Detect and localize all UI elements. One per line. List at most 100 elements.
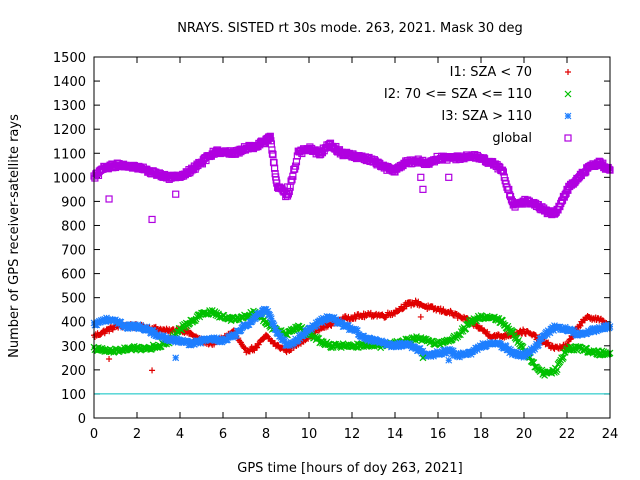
outlier-point [149,367,156,374]
data-point [534,341,542,349]
data-point [271,164,279,172]
series-layer [90,132,614,379]
data-point [395,343,403,351]
y-tick-label: 100 [61,388,86,403]
data-point [184,338,192,346]
chart-title: NRAYS. SISTED rt 30s mode. 263, 2021. Ma… [177,21,523,36]
outlier-point [105,195,113,203]
data-point [272,325,280,333]
data-point [132,324,140,332]
x-tick-label: 16 [430,427,447,442]
data-point [162,333,170,341]
series-2 [90,305,614,361]
data-point [187,341,195,349]
y-tick-label: 400 [61,316,86,331]
data-point [283,192,292,200]
y-tick-label: 1000 [53,171,86,186]
y-tick-label: 1100 [53,147,86,162]
data-point [311,322,319,330]
data-point [285,187,293,196]
data-point [396,340,404,347]
data-point [246,348,253,355]
data-point [302,329,310,337]
legend: I1: SZA < 70 I2: 70 <= SZA <= 110 I3: SZA … [384,65,572,146]
data-point [381,338,389,346]
data-point [341,321,349,328]
legend-marker [565,69,571,75]
data-point [560,326,568,333]
data-point [484,328,491,335]
data-point [544,340,551,347]
data-point [506,191,514,199]
data-point [268,337,275,344]
outlier-point [417,313,424,320]
x-tick-label: 22 [559,427,576,442]
data-point [130,321,138,329]
data-point [270,322,278,329]
data-point [332,316,340,324]
data-point [338,319,346,327]
data-point [353,327,361,334]
data-point [268,146,276,154]
y-tick-label: 600 [61,268,86,283]
data-point [419,347,427,355]
data-point [503,183,511,191]
data-point [255,341,262,348]
y-tick-label: 1400 [53,75,86,90]
data-point [541,331,549,339]
data-point [267,315,275,323]
data-point [467,350,475,358]
legend-marker [564,112,572,120]
y-tick-label: 800 [61,219,86,234]
x-tick-label: 2 [133,427,141,442]
data-point [400,305,407,312]
outlier-point [445,173,453,181]
x-axis-ticks: 0 2 4 6 8 10 12 14 16 18 20 22 24 [90,57,618,442]
legend-marker [564,134,572,142]
data-point [252,314,260,321]
data-point [334,319,342,327]
data-point [567,336,574,343]
data-point [120,323,127,331]
legend-label: I1: SZA < 70 [450,65,532,80]
data-point [407,342,415,350]
legend-marker [564,90,572,98]
data-point [391,341,399,349]
outlier-point [419,185,427,193]
outlier-point [106,356,113,363]
data-point [313,321,321,329]
outlier-point [283,183,292,191]
series-3 [90,132,614,219]
data-point [545,339,552,346]
outlier-point [417,173,425,181]
x-tick-label: 18 [473,427,490,442]
data-point [532,332,539,339]
y-tick-label: 0 [78,412,86,427]
outlier-point [172,190,180,198]
data-point [266,132,274,140]
y-tick-label: 1500 [53,51,86,66]
y-tick-label: 1300 [53,99,86,114]
data-point [237,326,245,334]
data-point [124,325,132,333]
data-point [275,329,282,337]
x-tick-label: 12 [344,427,361,442]
data-point [445,347,453,355]
data-point [449,347,457,355]
legend-label: I3: SZA > 110 [441,109,532,124]
data-point [577,322,584,329]
data-point [438,350,446,358]
data-point [499,168,507,176]
data-point [281,337,289,345]
data-point [505,185,513,194]
data-point [190,341,198,348]
data-point [568,326,576,334]
data-point [553,366,561,374]
data-point [318,315,325,323]
x-axis-label: GPS time [hours of doy 263, 2021] [237,461,462,476]
x-tick-label: 14 [387,427,404,442]
data-point [258,310,265,318]
legend-label: I2: 70 <= SZA <= 110 [384,87,532,102]
x-tick-label: 6 [219,427,227,442]
